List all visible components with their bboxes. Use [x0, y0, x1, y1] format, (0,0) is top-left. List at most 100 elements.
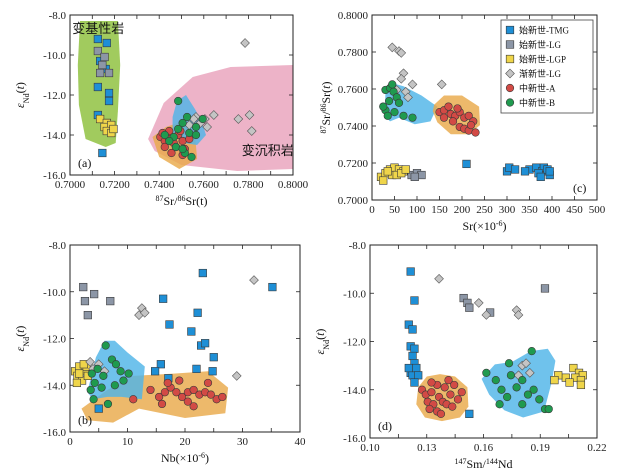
data-point-tmg [209, 353, 218, 362]
series-lgp [550, 363, 587, 390]
data-point-lg_eo [79, 282, 88, 292]
series-lg_pal [387, 42, 447, 103]
data-point-lg_pal [240, 38, 250, 48]
data-point-lg_pal [481, 310, 492, 320]
data-point-tmg [410, 344, 419, 353]
data-point-tmg [410, 378, 419, 387]
legend-label-tmg: 始新世-TMG [519, 25, 569, 36]
data-point-mio_a [453, 395, 463, 404]
data-point-mio_b [495, 400, 504, 409]
legend: 始新世-TMG 始新世-LG 始新世-LGP 渐新世-LG 中新世-A 中新世-B [500, 19, 594, 114]
data-point-mio_b [187, 152, 196, 162]
ylabel-part: ) [313, 329, 327, 333]
data-point-lg_eo [410, 172, 419, 181]
x-tick-label: 0.7600 [189, 179, 220, 191]
panel-d: 0.10 0.13 0.16 0.19 0.22 -16.0 -14.0 -12.0 -10.0… [313, 240, 607, 471]
y-tick-label: -10.0 [43, 50, 66, 62]
data-point-mio_a [206, 390, 215, 399]
y-tick-label: 0.8000 [338, 10, 369, 22]
data-point-tmg [93, 34, 102, 44]
legend-label-mio_b: 中新世-B [519, 97, 555, 108]
y-tick-label: -10.0 [43, 287, 66, 299]
ylabel-part: ( [13, 333, 27, 337]
ylabel-part: Nd [22, 337, 31, 347]
data-point-mio_b [388, 80, 397, 89]
data-point-tmg [465, 409, 474, 418]
ylabel-part: t [13, 329, 27, 333]
data-point-mio_a [444, 102, 453, 111]
data-point-lg_eo [80, 296, 90, 306]
data-point-tmg [462, 159, 471, 169]
series-mio_b [86, 341, 133, 409]
ylabel-part: ε [13, 103, 27, 108]
data-point-mio_b [119, 376, 128, 385]
x-tick-label: 50 [389, 204, 401, 216]
data-point-lg_eo [96, 68, 105, 78]
data-point-lgp [550, 375, 559, 385]
data-point-mio_b [111, 360, 121, 369]
data-point-mio_b [86, 385, 95, 395]
data-point-lg_eo [106, 296, 115, 306]
series-mio_a [435, 102, 480, 137]
data-point-mio_a [446, 390, 455, 399]
data-point-mio_b [535, 395, 544, 404]
data-point-tmg [536, 172, 545, 181]
ylabel-part: Sr( [319, 89, 333, 104]
data-point-lg_pal [85, 357, 95, 367]
y-tick-label: -8.0 [49, 240, 67, 252]
x-tick-label: 350 [521, 204, 538, 216]
data-point-lg_eo [465, 303, 474, 312]
data-point-mio_a [440, 383, 449, 392]
data-point-mio_b [383, 111, 392, 120]
data-point-lg_eo [540, 284, 550, 293]
label-text: Sr/ [163, 194, 178, 208]
y-tick-label: -8.0 [49, 10, 67, 22]
data-point-mio_b [527, 347, 536, 356]
data-point-tmg [268, 282, 277, 292]
data-point-mio_a [439, 113, 449, 122]
data-point-mio_b [529, 385, 538, 394]
data-point-tmg [198, 268, 207, 278]
data-point-tmg [510, 165, 520, 174]
x-tick-label: 10 [122, 436, 134, 448]
label-superscript: 86 [178, 194, 186, 203]
data-point-mio_b [491, 376, 500, 385]
data-point-lg_pal [249, 275, 259, 285]
series-lgp [96, 114, 118, 138]
data-point-tmg [98, 148, 107, 158]
legend-label-lg_eo: 始新世-LG [519, 39, 561, 50]
data-point-mio_b [174, 96, 183, 106]
data-point-mio_b [178, 118, 187, 128]
label-superscript: 147 [454, 457, 466, 466]
data-point-mio_b [379, 102, 388, 111]
ylabel-part: ε [313, 349, 327, 354]
x-tick-label: 0.8000 [278, 179, 309, 191]
data-point-tmg [201, 339, 210, 348]
ylabel-part: ) [13, 82, 27, 86]
data-point-mio_b [390, 108, 399, 117]
data-point-lg_eo [83, 311, 92, 320]
data-point-lgp [75, 369, 84, 378]
series-lg_eo [93, 46, 114, 78]
x-tick-label: 0.10 [360, 442, 380, 454]
data-point-mio_b [101, 341, 110, 350]
y-tick-label: -10.0 [343, 288, 366, 300]
legend-marker-tmg [505, 25, 515, 35]
data-point-tmg [414, 371, 423, 380]
data-point-mio_b [89, 395, 98, 404]
label-text: Sr(t) [186, 194, 208, 208]
data-point-mio_b [399, 111, 408, 120]
x-tick-label: 400 [544, 204, 561, 216]
data-point-lgp [79, 360, 88, 369]
legend-marker-mio_b [505, 98, 515, 107]
data-point-mio_a [427, 388, 436, 397]
data-point-tmg [412, 363, 421, 373]
legend-marker-mio_a [505, 83, 515, 93]
x-tick-label: 0 [369, 204, 375, 216]
data-point-mio_b [504, 359, 514, 368]
data-point-lg_pal [209, 110, 219, 120]
data-point-lg_pal [231, 371, 242, 381]
data-point-lg_pal [525, 368, 535, 378]
legend-label-mio_a: 中新世-A [519, 83, 556, 94]
